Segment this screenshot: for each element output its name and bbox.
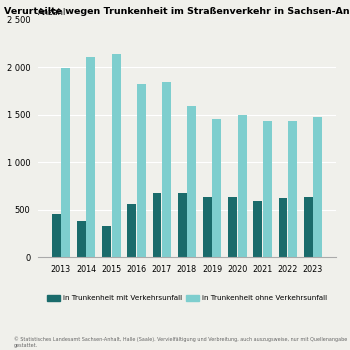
Text: © Statistisches Landesamt Sachsen-Anhalt, Halle (Saale). Vervielfältigung und Ve: © Statistisches Landesamt Sachsen-Anhalt…: [14, 337, 347, 348]
Bar: [263, 121, 272, 257]
Bar: [153, 193, 161, 257]
Text: Anzahl: Anzahl: [38, 8, 66, 17]
Bar: [137, 84, 146, 257]
Title: Verurteilte wegen Trunkenheit im Straßenverkehr in Sachsen-Anhalt: Verurteilte wegen Trunkenheit im Straßen…: [4, 7, 350, 16]
Bar: [187, 106, 196, 257]
Bar: [203, 197, 212, 257]
Bar: [253, 201, 262, 257]
Bar: [212, 119, 221, 257]
Bar: [127, 204, 136, 257]
Bar: [77, 222, 86, 257]
Bar: [228, 197, 237, 257]
Bar: [112, 54, 120, 257]
Legend: in Trunkenheit mit Verkehrsunfall, in Trunkenheit ohne Verkehrsunfall: in Trunkenheit mit Verkehrsunfall, in Tr…: [44, 292, 330, 304]
Bar: [86, 57, 95, 257]
Bar: [238, 115, 246, 257]
Bar: [52, 214, 61, 257]
Bar: [304, 197, 313, 257]
Bar: [61, 69, 70, 257]
Bar: [102, 226, 111, 257]
Bar: [313, 117, 322, 257]
Bar: [162, 82, 171, 257]
Bar: [178, 194, 187, 257]
Bar: [279, 198, 287, 257]
Bar: [288, 121, 297, 257]
